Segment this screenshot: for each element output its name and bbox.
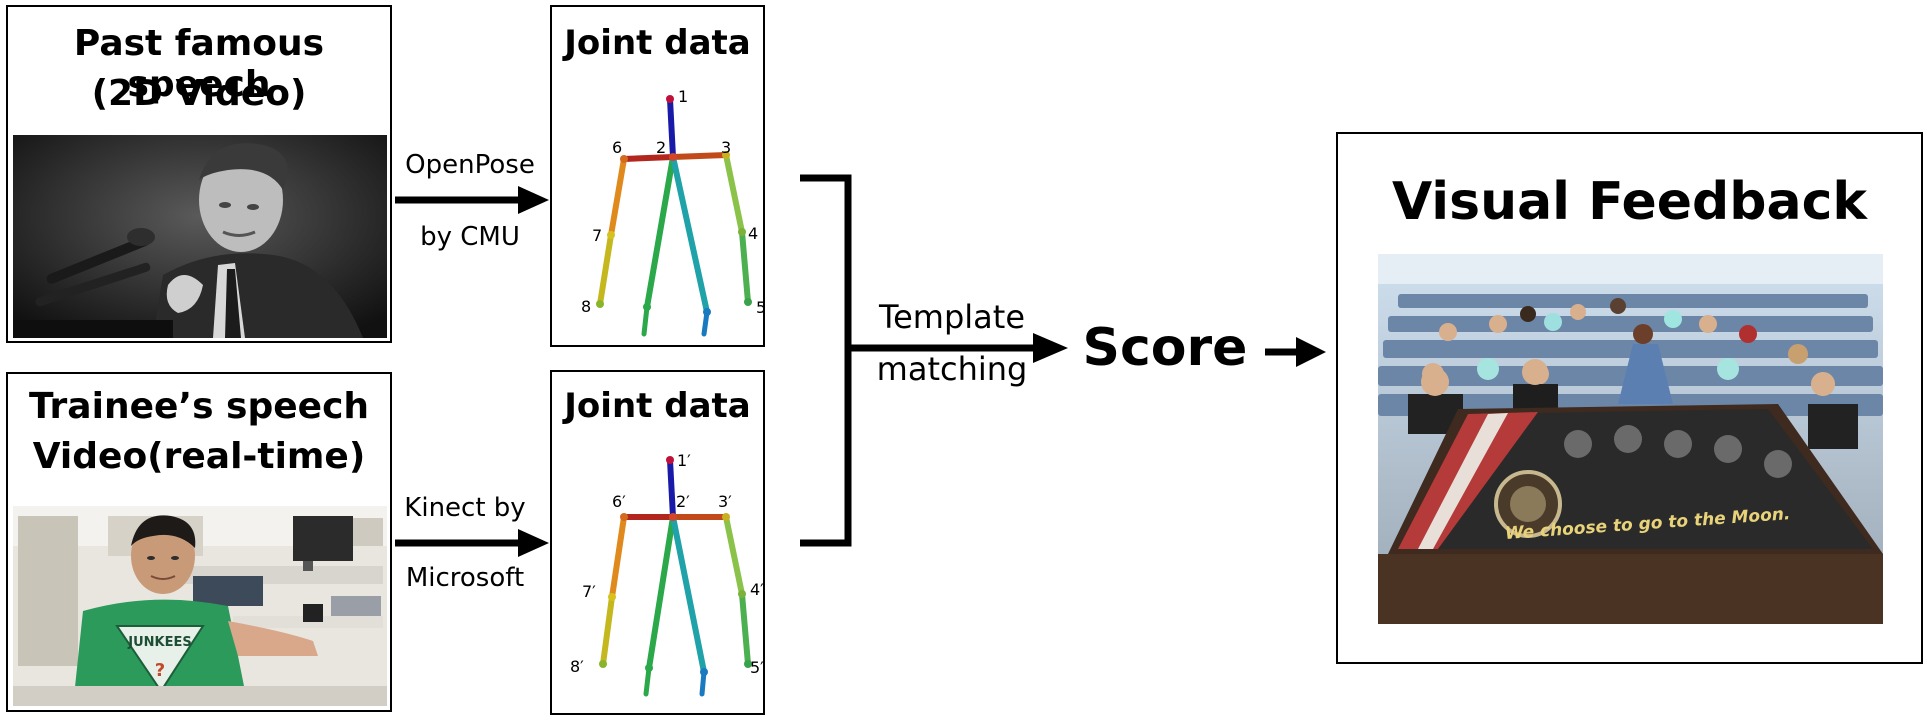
skeleton-right-forearm-top	[739, 229, 751, 305]
source-speech-title-line2: (2D Video)	[91, 73, 307, 114]
skeleton-left-forearm-bottom	[600, 594, 615, 667]
joint-dot-4-bottom	[738, 590, 746, 598]
skeleton-diagram-bottom: 1′ 2′ 3′ 4′ 5′ 6′ 7′ 8′	[570, 451, 763, 697]
skeleton-left-upper-arm-bottom	[609, 514, 627, 600]
template-matching-label-line2: matching	[876, 350, 1028, 388]
trainee-shirt-text: JUNKEES	[127, 635, 191, 650]
template-matching-label-line1: Template	[878, 298, 1025, 336]
joint-dot-5-top	[744, 298, 752, 306]
joint-label-2-top: 2	[656, 138, 666, 157]
skeleton-left-shin-bottom	[643, 665, 652, 697]
openpose-label-line2: by CMU	[420, 222, 520, 252]
joint-dot-2-top	[669, 153, 677, 161]
joint-dot-4-top	[738, 228, 746, 236]
joint-label-7-top: 7	[592, 226, 602, 245]
trainee-speech-photo: JUNKEES ?	[13, 506, 387, 706]
skeleton-right-upper-arm-bottom	[723, 514, 745, 597]
joint-label-1-bottom: 1′	[677, 451, 691, 470]
arrow-score-head	[1296, 337, 1326, 367]
skeleton-right-shoulder-top	[670, 152, 729, 160]
visual-feedback-vr-scene: We choose to go to the Moon.	[1378, 254, 1883, 624]
joint-label-5-bottom: 5′	[750, 658, 763, 677]
skeleton-left-upper-arm-top	[608, 156, 627, 238]
joint-dot-6-top	[620, 155, 628, 163]
joint-label-8-bottom: 8′	[570, 657, 584, 676]
joint-label-4-bottom: 4′	[750, 580, 763, 599]
joint-dot-1-top	[666, 95, 674, 103]
joint-label-5-top: 5	[756, 298, 763, 317]
source-speech-title-line1: Past famous speech	[73, 23, 325, 105]
joint-dot-8-top	[596, 300, 604, 308]
score-label: Score	[1082, 318, 1248, 378]
arrow-kinect-head	[518, 529, 549, 557]
joint-label-6-top: 6	[612, 138, 622, 157]
arrow-openpose-head	[518, 186, 549, 214]
skeleton-spine-top	[667, 96, 676, 160]
joint-label-3-bottom: 3′	[718, 492, 732, 511]
trainee-speech-box: Trainee’s speech Video(real-time) JUNKEE…	[6, 372, 392, 712]
joint-dot-6-bottom	[620, 513, 628, 521]
merge-bracket	[800, 174, 852, 547]
joint-dot-8-bottom	[599, 660, 607, 668]
skeleton-left-forearm-top	[597, 232, 614, 307]
joint-dot-1-bottom	[666, 456, 674, 464]
skeleton-left-shoulder-top	[621, 154, 676, 162]
visual-feedback-box: Visual Feedback	[1336, 132, 1923, 664]
kinect-label-line1: Kinect by	[404, 493, 526, 523]
skeleton-right-upper-arm-top	[723, 152, 745, 235]
skeleton-left-shin-top	[641, 304, 650, 337]
visual-feedback-title: Visual Feedback	[1391, 172, 1868, 232]
openpose-label-line1: OpenPose	[405, 150, 535, 180]
joint-label-8-top: 8	[581, 297, 591, 316]
joint-label-2-bottom: 2′	[676, 492, 690, 511]
svg-text:?: ?	[155, 660, 165, 681]
joint-data-box-bottom: Joint data 1′	[550, 370, 765, 715]
skeleton-spine-bottom	[667, 457, 676, 520]
source-speech-photo	[13, 135, 387, 338]
skeleton-diagram-top: 1 2 3 4 5 6 7 8	[581, 87, 763, 337]
skeleton-right-leg-bottom	[670, 514, 707, 675]
joint-label-4-top: 4	[748, 224, 758, 243]
skeleton-left-leg-top	[644, 154, 676, 310]
joint-dot-3-bottom	[722, 513, 730, 521]
joint-dot-7-top	[607, 231, 615, 239]
kinect-label-line2: Microsoft	[405, 563, 525, 593]
joint-dot-3-top	[722, 151, 730, 159]
trainee-speech-title-line2: Video(real-time)	[32, 436, 366, 477]
joint-label-3-top: 3	[721, 138, 731, 157]
joint-dot-7-bottom	[608, 593, 616, 601]
skeleton-right-leg-top	[670, 154, 710, 315]
skeleton-left-leg-bottom	[646, 514, 676, 671]
joint-data-title-bottom: Joint data	[564, 386, 751, 426]
skeleton-right-forearm-bottom	[739, 591, 751, 667]
joint-label-6-bottom: 6′	[612, 492, 626, 511]
joint-label-7-bottom: 7′	[582, 582, 596, 601]
joint-label-1-top: 1	[678, 87, 688, 106]
trainee-speech-title-line1: Trainee’s speech	[28, 386, 370, 427]
joint-data-title-top: Joint data	[564, 23, 751, 63]
joint-data-box-top: Joint data 1	[550, 5, 765, 347]
joint-dot-5-bottom	[744, 660, 752, 668]
joint-dot-2-bottom	[669, 513, 677, 521]
source-speech-box: Past famous speech (2D Video)	[6, 5, 392, 343]
